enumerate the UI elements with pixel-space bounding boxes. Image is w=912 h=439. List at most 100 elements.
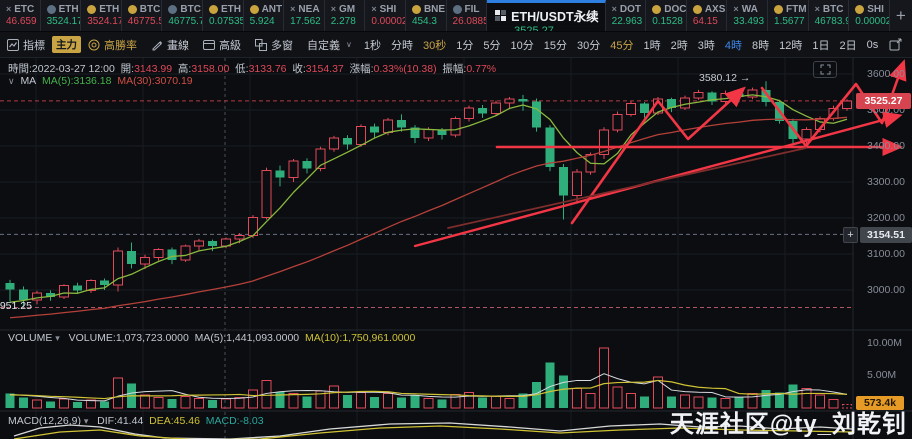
custom-interval-label: 自定義 <box>307 39 340 52</box>
main-force-badge[interactable]: 主力 <box>52 36 81 53</box>
advanced-label: 高級 <box>219 39 241 52</box>
indicator-icon <box>7 38 19 51</box>
interval-1秒[interactable]: 1秒 <box>363 39 381 52</box>
interval-分時[interactable]: 分時 <box>390 39 413 52</box>
ticker-price: 1.5677 <box>774 16 805 27</box>
custom-interval-dropdown[interactable]: 自定義 ∨ <box>300 32 359 57</box>
panel-icon <box>203 39 215 50</box>
coin-icon <box>168 5 178 14</box>
price-chart-svg[interactable] <box>0 58 912 439</box>
ticker-symbol: ANT <box>261 4 283 15</box>
advanced-button[interactable]: 高級 <box>196 32 248 57</box>
interval-1時[interactable]: 1時 <box>643 39 661 52</box>
ticker-right-dot-0[interactable]: × DOT 22.963 <box>606 0 647 31</box>
ticker-price: 46783.9 <box>814 16 850 27</box>
ticker-price: 0.1528 <box>652 16 683 27</box>
coin-icon <box>774 5 784 14</box>
coin-icon <box>127 5 137 14</box>
generic-token-icon: × <box>290 4 296 14</box>
ticker-right-doc-1[interactable]: DOC 0.1528 <box>646 0 687 31</box>
settings-button[interactable] <box>908 38 912 51</box>
chart-area[interactable]: 時間:2022-03-27 12:00 開:3143.99 高:3158.00 … <box>0 58 912 439</box>
interval-5分[interactable]: 5分 <box>483 39 501 52</box>
ticker-symbol: FIL <box>464 4 480 15</box>
ticker-price: 5.924 <box>249 16 275 27</box>
ticker-price: 46775.5 <box>127 16 163 27</box>
interval-1分[interactable]: 1分 <box>456 39 474 52</box>
ticker-left-eth-5[interactable]: ETH 0.07535 <box>203 0 244 31</box>
ticker-right-ftm-4[interactable]: FTM 1.5677 <box>768 0 809 31</box>
interval-1日[interactable]: 1日 <box>812 39 830 52</box>
ticker-right-shi-6[interactable]: SHI 0.00002 <box>849 0 890 31</box>
coin-icon <box>249 5 259 14</box>
ticker-symbol: WA <box>741 4 758 15</box>
coin-icon <box>87 5 97 14</box>
pane-expand-button[interactable] <box>813 61 837 78</box>
interval-10分[interactable]: 10分 <box>510 39 534 52</box>
ticker-left-eth-1[interactable]: ETH 3524.17 <box>41 0 82 31</box>
ticker-price: 33.493 <box>733 16 765 27</box>
coin-icon <box>692 5 702 14</box>
ticker-left-ant-6[interactable]: ANT 5.924 <box>244 0 285 31</box>
high-winrate-button[interactable]: 高勝率 <box>81 32 144 57</box>
ticker-left-gm-8[interactable]: × GM 2.278 <box>325 0 366 31</box>
ticker-right-btc-5[interactable]: × BTC 46783.9 <box>809 0 850 31</box>
ticker-price: 0.00002 <box>855 16 890 27</box>
ticker-right-wa-3[interactable]: × WA 33.493 <box>727 0 769 31</box>
interval-15分[interactable]: 15分 <box>543 39 567 52</box>
ticker-left-bne-10[interactable]: BNE 454.3 <box>406 0 447 31</box>
coin-icon <box>208 5 218 14</box>
ticker-symbol: BTC <box>822 4 844 15</box>
draw-line-label: 畫線 <box>167 39 189 52</box>
interval-8時[interactable]: 8時 <box>751 39 770 52</box>
chevron-down-icon: ∨ <box>346 40 352 49</box>
ticker-right-axs-2[interactable]: AXS 64.15 <box>687 0 728 31</box>
chart-toolbar: 指標 主力 高勝率 畫線 高級 多窗 自定義 ∨ 1秒 分時 30秒 1分 5分 10分 1… <box>0 32 912 58</box>
ticker-price: 3524.17 <box>46 16 82 27</box>
interval-30分[interactable]: 30分 <box>576 39 601 52</box>
ticker-symbol: DOC <box>664 4 687 15</box>
interval-3時[interactable]: 3時 <box>697 39 715 52</box>
save-layout-button[interactable] <box>883 38 908 51</box>
coin-icon <box>855 5 865 14</box>
ticker-symbol: SHI <box>379 4 397 15</box>
generic-token-icon: × <box>814 4 820 14</box>
generic-token-icon: × <box>611 4 617 14</box>
interval-2時[interactable]: 2時 <box>670 39 688 52</box>
tab-eth-usdt-perpetual[interactable]: ETH/USDT永续 3525.27 <box>487 0 606 31</box>
coin-icon <box>452 5 462 14</box>
indicator-button[interactable]: 指標 <box>0 32 52 57</box>
ticker-left-shi-9[interactable]: × SHI 0.00002 <box>365 0 406 31</box>
generic-token-icon: × <box>6 4 12 14</box>
ticker-bar: × ETC 46.659 ETH 3524.17 ETH 3524.17 BTC 46775.5… <box>0 0 912 32</box>
draw-line-button[interactable]: 畫線 <box>144 32 196 57</box>
expand-icon <box>820 64 830 75</box>
interval-30秒[interactable]: 30秒 <box>422 39 447 52</box>
interval-0s[interactable]: 0s <box>866 38 879 51</box>
ticker-price: 0.07535 <box>208 16 244 27</box>
tab-pair-name: ETH/USDT永续 <box>511 10 599 24</box>
interval-12時[interactable]: 12時 <box>779 39 803 52</box>
ticker-left-etc-0[interactable]: × ETC 46.659 <box>0 0 41 31</box>
ticker-left-btc-4[interactable]: BTC 46775.7 <box>162 0 203 31</box>
interval-2日[interactable]: 2日 <box>839 39 857 52</box>
add-ticker-button[interactable]: + <box>895 5 906 25</box>
drawn-zigzag-1[interactable] <box>570 86 746 225</box>
multi-window-label: 多窗 <box>271 39 293 52</box>
multi-window-button[interactable]: 多窗 <box>248 32 300 57</box>
ticker-price: 46775.7 <box>168 16 203 27</box>
interval-4時[interactable]: 4時 <box>724 39 742 52</box>
coin-icon <box>46 5 56 14</box>
interval-45分[interactable]: 45分 <box>610 39 634 52</box>
ticker-left-nea-7[interactable]: × NEA 17.562 <box>284 0 325 31</box>
ticker-group-right: × DOT 22.963 DOC 0.1528 AXS 64.15 × WA 33.493 FTM 1… <box>606 0 890 31</box>
ticker-price: 3524.17 <box>87 16 122 27</box>
indicator-label: 指標 <box>23 39 45 52</box>
ticker-symbol: BTC <box>139 4 161 15</box>
ticker-left-fil-11[interactable]: FIL 26.0885 <box>447 0 488 31</box>
ticker-left-btc-3[interactable]: BTC 46775.5 <box>122 0 163 31</box>
ticker-left-eth-2[interactable]: ETH 3524.17 <box>81 0 122 31</box>
drawn-secondary-trendline[interactable] <box>447 147 807 229</box>
add-order-button[interactable]: + <box>843 227 858 243</box>
